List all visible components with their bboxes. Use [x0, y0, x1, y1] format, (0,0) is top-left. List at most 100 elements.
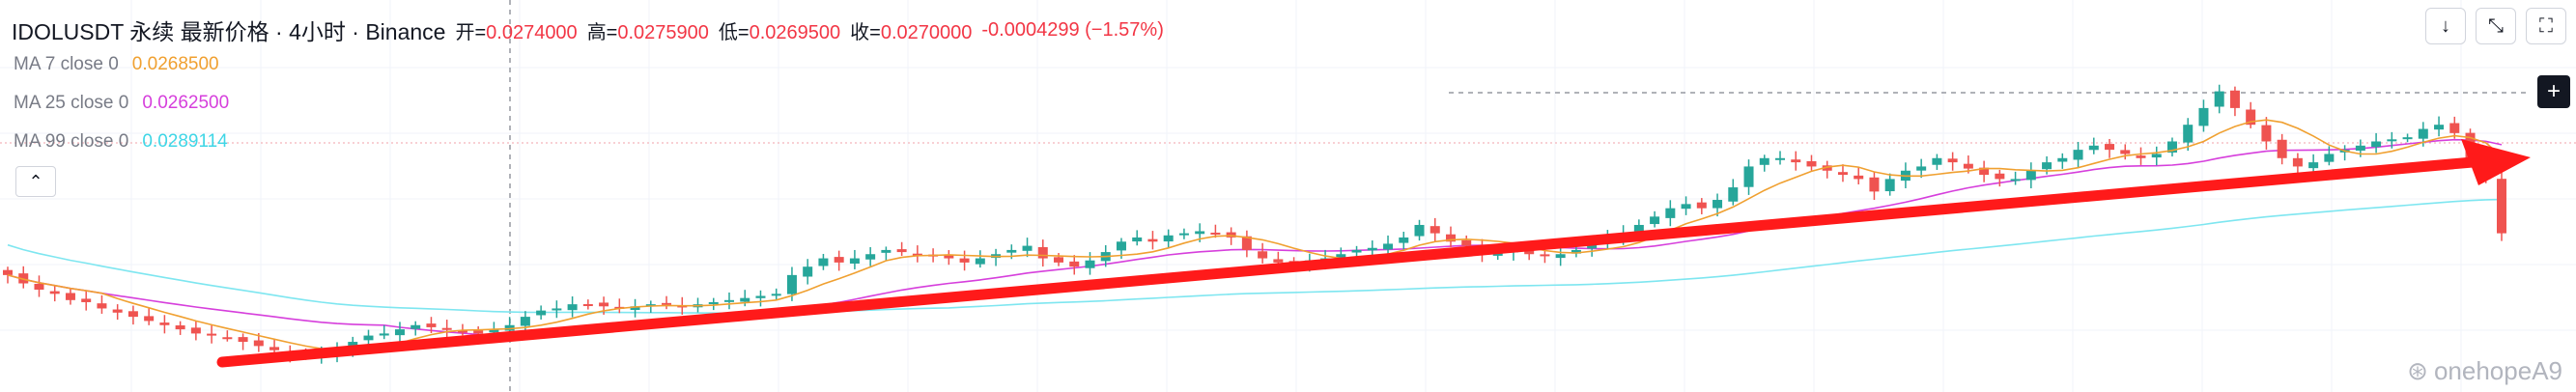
- candle-body: [1022, 245, 1033, 251]
- candle-body: [1775, 157, 1786, 160]
- fullscreen-button[interactable]: ⛶: [2526, 8, 2566, 44]
- candle-body: [865, 254, 876, 260]
- candle-body: [1210, 232, 1221, 235]
- candle-body: [552, 308, 562, 311]
- candle-body: [65, 293, 75, 300]
- candle-body: [394, 329, 405, 336]
- candle-body: [1461, 239, 1472, 246]
- candle-body: [457, 330, 467, 333]
- candle-body: [1336, 254, 1346, 259]
- candle-body: [190, 327, 201, 334]
- candle-body: [1995, 173, 2005, 180]
- candle-body: [2073, 150, 2083, 160]
- candle-body: [2136, 155, 2146, 158]
- candle-body: [18, 273, 29, 284]
- candle-body: [786, 274, 797, 294]
- candle-body: [944, 254, 954, 259]
- candle-body: [1383, 243, 1394, 250]
- fullscreen-icon: ⛶: [2539, 14, 2553, 37]
- collapse-indicators-button[interactable]: ⌃: [15, 166, 56, 197]
- candle-body: [849, 258, 860, 264]
- candle-body: [1116, 241, 1126, 251]
- low-value: 低=0.0269500: [718, 21, 841, 43]
- high-value: 高=0.0275900: [586, 21, 709, 43]
- candle-body: [1571, 249, 1581, 254]
- candle-body: [238, 337, 248, 343]
- ma25-line: [7, 138, 2503, 337]
- candle-body: [1947, 158, 1958, 163]
- candle-body: [2497, 179, 2506, 234]
- candle-body: [834, 257, 844, 263]
- indicator-value: 0.0262500: [142, 93, 230, 113]
- candle-body: [1869, 177, 1880, 192]
- candle-body: [567, 304, 578, 311]
- candle-body: [2434, 125, 2445, 130]
- candle-body: [1132, 237, 1143, 242]
- candle-body: [2277, 139, 2287, 158]
- candle-body: [582, 304, 593, 307]
- candle-body: [959, 258, 970, 263]
- open-value: 开=0.0274000: [455, 21, 578, 43]
- candle-body: [2010, 179, 2021, 182]
- candle-body: [1054, 257, 1064, 263]
- candle-body: [1195, 231, 1205, 235]
- candle-body: [599, 302, 609, 307]
- indicator-ma25[interactable]: MA 25 close 0 0.0262500: [14, 93, 229, 114]
- candle-body: [1728, 187, 1739, 202]
- candle-body: [1837, 172, 1848, 176]
- chevron-up-icon: ⌃: [28, 171, 43, 191]
- add-drawing-button[interactable]: +: [2537, 75, 2570, 108]
- indicator-label: MA 7 close 0: [14, 54, 119, 74]
- candle-body: [2088, 145, 2099, 151]
- candle-body: [723, 299, 734, 302]
- candle-body: [2308, 162, 2319, 169]
- weibo-logo-icon: ⊛: [2407, 356, 2428, 385]
- candle-body: [1006, 249, 1017, 253]
- candle-body: [1822, 165, 1832, 171]
- candle-body: [363, 335, 374, 341]
- candle-body: [1085, 260, 1095, 268]
- candle-body: [81, 298, 92, 302]
- candle-body: [1367, 247, 1377, 251]
- candle-body: [2198, 107, 2209, 126]
- arrow-down-icon: ↓: [2441, 14, 2450, 37]
- candle-body: [3, 269, 13, 275]
- candle-body: [144, 316, 155, 322]
- candle-body: [127, 311, 138, 318]
- candle-body: [1069, 261, 1080, 267]
- shrink-button[interactable]: ⤡: [2476, 8, 2516, 44]
- candle-body: [975, 258, 985, 265]
- top-toolbar: ↓ ⤡ ⛶: [2425, 8, 2566, 44]
- candle-body: [1241, 236, 1252, 250]
- candle-body: [253, 340, 264, 347]
- candle-body: [771, 294, 781, 296]
- candle-body: [1445, 234, 1456, 242]
- candle-body: [2387, 139, 2397, 142]
- candle-body: [1163, 235, 1174, 242]
- indicator-value: 0.0289114: [142, 131, 228, 152]
- candle-body: [1759, 157, 1769, 165]
- candle-body: [1650, 216, 1660, 225]
- ma7-line: [7, 119, 2503, 351]
- candle-body: [1633, 224, 1644, 233]
- indicator-ma7[interactable]: MA 7 close 0 0.0268500: [14, 54, 219, 75]
- candle-body: [2402, 137, 2413, 140]
- candle-body: [1713, 200, 1723, 209]
- candle-body: [645, 304, 656, 307]
- candle-body: [536, 310, 547, 316]
- chart-header: IDOLUSDT 永续 最新价格 · 4小时 · Binance 开=0.027…: [12, 14, 1164, 46]
- candle-body: [489, 329, 499, 333]
- candle-body: [896, 249, 907, 253]
- candle-body: [1430, 226, 1440, 234]
- candle-body: [1806, 160, 1817, 167]
- candle-body: [426, 323, 437, 327]
- indicator-value: 0.0268500: [131, 54, 219, 74]
- ohlc-values: 开=0.0274000 高=0.0275900 低=0.0269500 收=0.…: [455, 16, 972, 44]
- candle-body: [1540, 254, 1550, 257]
- candle-body: [504, 324, 515, 331]
- candle-body: [1178, 233, 1189, 236]
- candle-body: [2292, 157, 2303, 167]
- indicator-ma99[interactable]: MA 99 close 0 0.0289114: [14, 131, 228, 153]
- scroll-to-latest-button[interactable]: ↓: [2425, 8, 2466, 44]
